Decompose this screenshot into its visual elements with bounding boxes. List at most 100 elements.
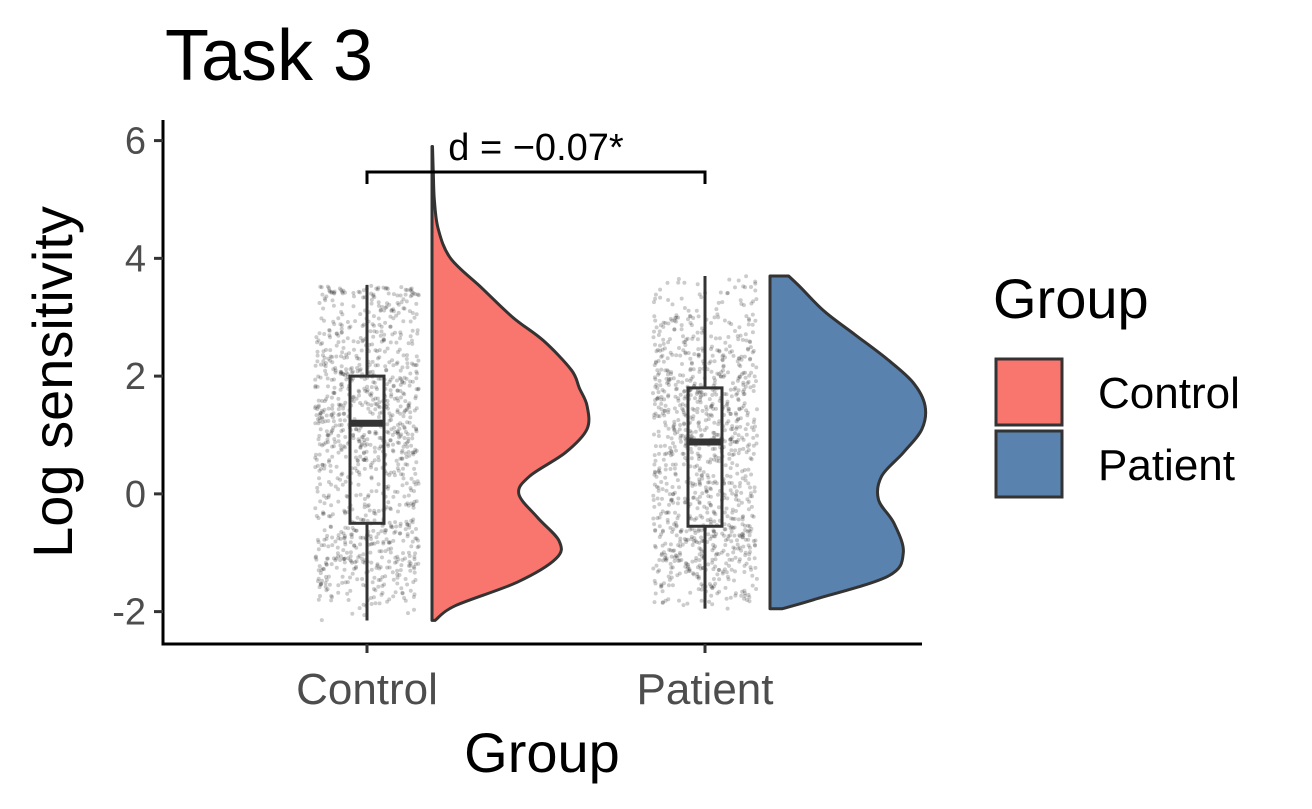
data-point [712, 359, 717, 364]
data-point [408, 319, 413, 324]
data-point [406, 563, 411, 568]
data-point [338, 369, 343, 374]
data-point [314, 554, 318, 559]
data-point [677, 571, 682, 576]
data-point [370, 580, 375, 585]
data-point [379, 324, 384, 329]
data-point [664, 511, 669, 515]
data-point [351, 394, 356, 399]
data-point [321, 566, 325, 571]
data-point [330, 360, 335, 365]
data-point [340, 302, 345, 307]
data-point [400, 557, 405, 562]
data-point [405, 440, 410, 445]
data-point [413, 292, 418, 297]
data-point [660, 528, 665, 533]
data-point [401, 319, 406, 324]
data-point [713, 564, 718, 569]
data-point [732, 387, 737, 392]
data-point [678, 353, 683, 358]
data-point [403, 462, 408, 467]
data-point [720, 531, 725, 536]
data-point [655, 569, 660, 574]
data-point [736, 498, 741, 503]
data-point [400, 380, 405, 385]
data-point [735, 542, 740, 547]
data-point [317, 585, 322, 590]
data-point [661, 337, 666, 342]
data-point [749, 504, 754, 509]
data-point [744, 450, 749, 455]
data-point [728, 350, 732, 355]
data-point [746, 316, 751, 321]
data-point [662, 443, 667, 448]
data-point [339, 326, 344, 331]
data-point [374, 565, 379, 570]
data-point [340, 482, 345, 487]
data-point [406, 341, 411, 346]
data-point [395, 568, 400, 573]
data-point [683, 456, 688, 460]
data-point [677, 598, 681, 603]
data-point [389, 523, 394, 528]
data-point [374, 330, 379, 334]
data-point [712, 315, 717, 320]
data-point [733, 492, 738, 497]
data-point [412, 592, 417, 597]
data-point [728, 437, 733, 442]
data-point [323, 584, 328, 589]
data-point [385, 399, 390, 403]
data-point [386, 430, 391, 435]
data-point [360, 339, 365, 344]
data-point [411, 452, 416, 457]
data-point [743, 537, 748, 542]
data-point [699, 587, 704, 592]
data-point [685, 601, 690, 606]
data-point [733, 448, 738, 453]
data-point [341, 406, 346, 411]
data-point [751, 514, 756, 519]
data-point [319, 581, 324, 586]
data-point [716, 300, 721, 305]
data-point [676, 396, 681, 401]
data-point [407, 383, 412, 388]
data-point [692, 539, 696, 544]
data-point [659, 354, 664, 359]
data-point [671, 492, 676, 497]
data-point [677, 550, 682, 555]
data-point [733, 431, 737, 436]
data-point [399, 456, 404, 461]
data-point [318, 499, 323, 504]
data-point [355, 458, 360, 463]
data-point [712, 457, 716, 462]
data-point [704, 489, 709, 494]
control-boxplot [348, 284, 386, 621]
data-point [415, 328, 420, 333]
data-point [743, 478, 748, 483]
data-point [362, 433, 367, 437]
data-point [413, 551, 418, 556]
data-point [391, 577, 396, 582]
data-point [653, 444, 658, 449]
data-point [672, 428, 677, 433]
data-point [372, 445, 377, 450]
data-point [326, 433, 331, 438]
data-point [727, 452, 732, 456]
data-point [404, 376, 409, 381]
data-point [690, 336, 695, 341]
data-point [691, 571, 696, 576]
data-point [659, 584, 664, 588]
data-point [668, 376, 673, 381]
data-point [414, 426, 419, 431]
data-point [718, 290, 723, 295]
data-point [688, 378, 693, 383]
data-point [391, 292, 396, 297]
data-point [740, 517, 745, 522]
data-point [733, 385, 738, 390]
data-point [722, 510, 727, 515]
data-point [342, 535, 347, 540]
x-tick-label: Patient [637, 665, 774, 714]
data-point [700, 554, 704, 559]
data-point [339, 330, 344, 335]
data-point [338, 536, 343, 541]
